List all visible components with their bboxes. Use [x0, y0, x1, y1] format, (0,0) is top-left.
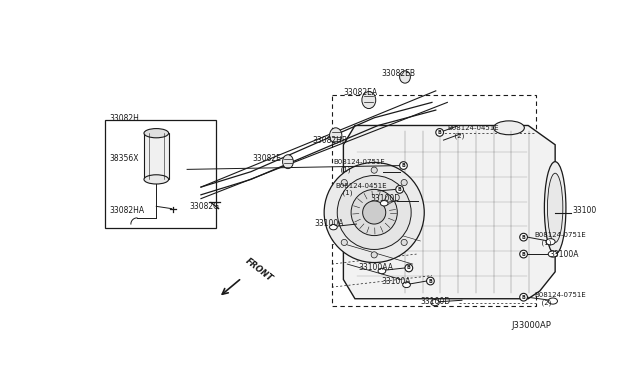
Text: 38356X: 38356X — [109, 154, 139, 163]
Ellipse shape — [403, 282, 410, 288]
Text: 33082HA: 33082HA — [109, 206, 145, 215]
Polygon shape — [344, 125, 555, 299]
Text: 33082HB: 33082HB — [312, 137, 348, 145]
Text: 33100A: 33100A — [314, 219, 344, 228]
Ellipse shape — [548, 251, 557, 257]
Circle shape — [520, 250, 527, 258]
Circle shape — [520, 233, 527, 241]
Text: B: B — [407, 266, 411, 270]
Text: 33100AA: 33100AA — [359, 263, 394, 272]
Text: B: B — [429, 279, 432, 283]
Text: 33082EB: 33082EB — [382, 70, 416, 78]
Circle shape — [399, 162, 407, 169]
Bar — [332, 95, 536, 307]
Ellipse shape — [378, 268, 386, 274]
Circle shape — [396, 186, 403, 193]
Ellipse shape — [431, 299, 439, 306]
Circle shape — [337, 176, 411, 250]
Text: B08124-0751E: B08124-0751E — [333, 159, 385, 165]
Text: B: B — [522, 295, 525, 300]
Circle shape — [371, 167, 378, 173]
Ellipse shape — [283, 155, 293, 169]
Circle shape — [436, 129, 444, 136]
Text: 33100D: 33100D — [420, 296, 451, 305]
Text: (1): (1) — [537, 239, 551, 246]
Text: 33100D: 33100D — [371, 194, 401, 203]
Text: 33082EA: 33082EA — [344, 88, 378, 97]
Circle shape — [341, 179, 348, 186]
Circle shape — [401, 239, 407, 246]
Circle shape — [341, 239, 348, 246]
Circle shape — [351, 189, 397, 235]
Ellipse shape — [548, 298, 557, 304]
Circle shape — [363, 201, 386, 224]
Ellipse shape — [144, 129, 168, 138]
Circle shape — [520, 294, 527, 301]
Text: (1): (1) — [338, 190, 353, 196]
Text: 33082E: 33082E — [253, 154, 282, 163]
Circle shape — [371, 252, 378, 258]
Circle shape — [324, 163, 424, 263]
Text: J33000AP: J33000AP — [511, 321, 551, 330]
Ellipse shape — [546, 239, 555, 245]
Ellipse shape — [545, 162, 566, 254]
Circle shape — [426, 277, 435, 285]
Text: B08124-0451E: B08124-0451E — [336, 183, 387, 189]
Ellipse shape — [362, 92, 376, 109]
Text: B: B — [438, 130, 442, 135]
Text: 33100A: 33100A — [382, 277, 412, 286]
Text: (1): (1) — [336, 166, 350, 173]
Text: B: B — [522, 251, 525, 257]
Text: 33082H: 33082H — [109, 114, 139, 123]
Text: 33100A: 33100A — [550, 250, 579, 259]
Bar — [105, 120, 216, 228]
Ellipse shape — [330, 128, 342, 143]
Text: B: B — [397, 187, 401, 192]
Ellipse shape — [493, 121, 524, 135]
Circle shape — [405, 264, 413, 272]
Ellipse shape — [380, 201, 388, 206]
Text: (2): (2) — [537, 299, 551, 306]
Ellipse shape — [330, 224, 337, 230]
Text: 33082G: 33082G — [189, 202, 220, 211]
Text: B08124-0751E: B08124-0751E — [534, 232, 586, 238]
Text: B08124-0451E: B08124-0451E — [447, 125, 499, 131]
Text: B: B — [401, 163, 405, 168]
Ellipse shape — [144, 175, 168, 184]
Text: 33100: 33100 — [573, 206, 597, 215]
Ellipse shape — [547, 173, 563, 243]
Bar — [144, 133, 168, 179]
Circle shape — [401, 179, 407, 186]
Text: FRONT: FRONT — [243, 257, 274, 284]
Text: (2): (2) — [450, 132, 464, 139]
Ellipse shape — [399, 71, 410, 83]
Text: B: B — [522, 235, 525, 240]
Text: B08124-0751E: B08124-0751E — [534, 292, 586, 298]
